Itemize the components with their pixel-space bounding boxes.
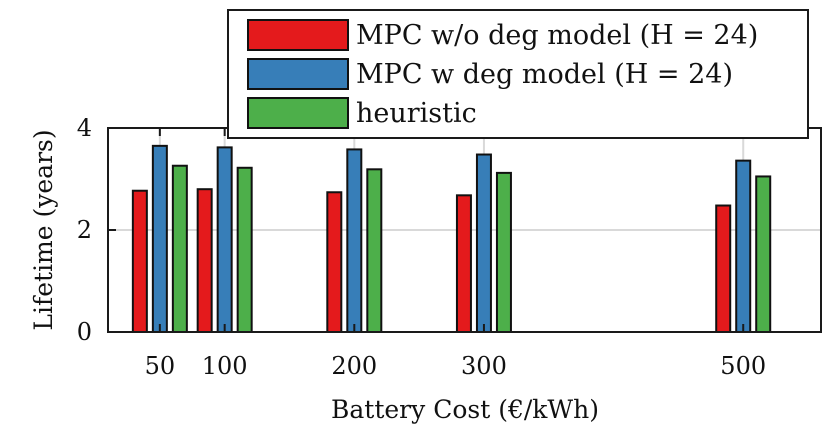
legend-item-heuristic: heuristic <box>247 97 477 129</box>
y-tick-label: 2 <box>77 216 92 244</box>
x-tick-label: 200 <box>331 352 377 380</box>
legend-swatch-heuristic <box>247 97 349 129</box>
bar-heuristic-300 <box>495 171 512 333</box>
y-axis-label: Lifetime (years) <box>29 129 58 330</box>
bar-mpc-w-o-deg-model-50 <box>131 189 148 333</box>
legend-swatch-mpc-wo-deg <box>247 19 349 51</box>
legend-label-mpc-wo-deg: MPC w/o deg model (H = 24) <box>356 20 758 51</box>
bar-heuristic-200 <box>366 168 383 333</box>
legend-swatch-mpc-w-deg <box>247 58 349 90</box>
y-tick-label: 4 <box>77 114 92 142</box>
x-tick-label: 300 <box>461 352 507 380</box>
bar-heuristic-50 <box>171 164 188 333</box>
y-tick-label: 0 <box>77 318 92 346</box>
x-tick-label: 500 <box>720 352 766 380</box>
legend-item-mpc-wo-deg: MPC w/o deg model (H = 24) <box>247 19 758 51</box>
legend-label-mpc-w-deg: MPC w deg model (H = 24) <box>356 59 733 90</box>
y-tick-labels: 0 2 4 <box>77 114 92 346</box>
bar-mpc-w-o-deg-model-500 <box>715 204 732 334</box>
bar-mpc-w-o-deg-model-100 <box>196 188 213 333</box>
bar-heuristic-500 <box>755 175 772 333</box>
x-axis-label: Battery Cost (€/kWh) <box>331 395 599 424</box>
x-tick-label: 100 <box>202 352 248 380</box>
bar-mpc-w-deg-model-200 <box>346 148 363 333</box>
x-tick-labels: 50 100 200 300 500 <box>145 352 767 380</box>
x-tick-label: 50 <box>145 352 176 380</box>
bars <box>131 144 772 334</box>
bar-heuristic-100 <box>236 166 253 333</box>
bar-mpc-w-o-deg-model-200 <box>326 191 343 333</box>
legend-label-heuristic: heuristic <box>356 98 477 129</box>
bar-mpc-w-o-deg-model-300 <box>455 194 472 333</box>
bar-mpc-w-deg-model-100 <box>216 146 233 333</box>
bar-mpc-w-deg-model-50 <box>151 144 168 333</box>
legend: MPC w/o deg model (H = 24) MPC w deg mod… <box>227 9 809 139</box>
legend-item-mpc-w-deg: MPC w deg model (H = 24) <box>247 58 733 90</box>
bar-mpc-w-deg-model-500 <box>735 159 752 333</box>
bar-mpc-w-deg-model-300 <box>475 153 492 333</box>
